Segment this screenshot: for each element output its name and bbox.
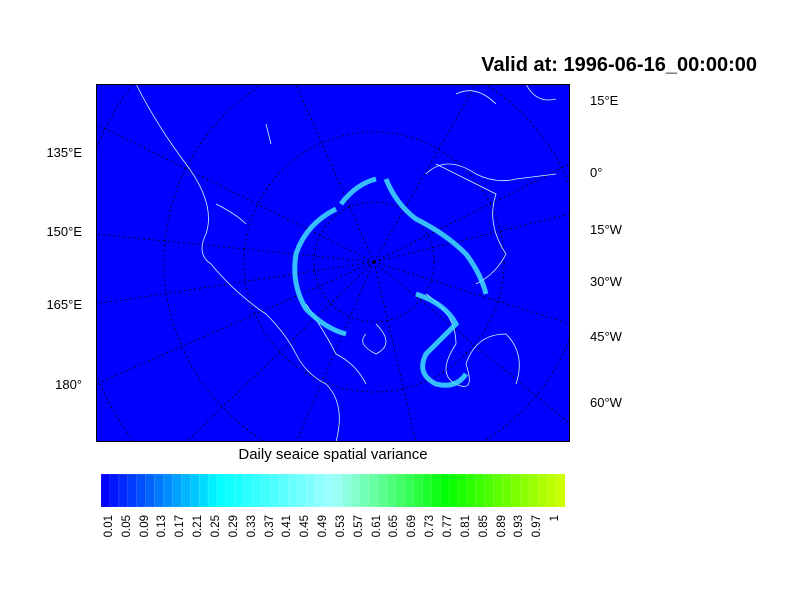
lon-label-right: 15°E — [590, 93, 619, 108]
colorbar-tick-label: 0.37 — [263, 515, 276, 538]
colorbar-box — [368, 474, 379, 507]
colorbar-tick-label: 0.41 — [281, 515, 294, 538]
colorbar-box — [546, 474, 557, 507]
colorbar-box — [457, 474, 468, 507]
colorbar-tick-label: 0.89 — [495, 515, 508, 538]
colorbar-box — [350, 474, 361, 507]
colorbar-box — [234, 474, 245, 507]
colorbar-tick-label: 0.81 — [459, 515, 472, 538]
colorbar-box — [323, 474, 334, 507]
colorbar-box — [101, 474, 111, 507]
coastlines — [135, 84, 557, 442]
colorbar-box — [520, 474, 530, 507]
colorbar-tick-label: 0.73 — [424, 515, 437, 538]
lon-label-right: 60°W — [590, 395, 622, 410]
colorbar-box — [207, 474, 218, 507]
lon-label-right: 30°W — [590, 274, 622, 289]
colorbar-box — [529, 474, 539, 507]
colorbar-tick-label: 0.17 — [174, 515, 187, 538]
colorbar-tick-label: 0.09 — [138, 515, 151, 538]
colorbar-box — [198, 474, 209, 507]
lon-label-left: 135°E — [46, 145, 82, 160]
colorbar-box — [511, 474, 521, 507]
colorbar-box — [386, 474, 397, 507]
colorbar-box — [109, 474, 120, 507]
colorbar-box — [288, 474, 298, 507]
colorbar-box — [359, 474, 370, 507]
colorbar-box — [555, 474, 565, 507]
sea-ice-edge — [292, 176, 489, 388]
colorbar-box — [181, 474, 191, 507]
valid-time-title: Valid at: 1996-06-16_00:00:00 — [481, 54, 757, 76]
colorbar-tick-label: 0.65 — [388, 515, 401, 538]
lon-label-right: 45°W — [590, 329, 622, 344]
colorbar-tick-label: 0.69 — [406, 515, 419, 538]
colorbar-box — [502, 474, 513, 507]
colorbar — [101, 474, 565, 507]
colorbar-box — [261, 474, 272, 507]
lon-label-right: 0° — [590, 165, 603, 180]
colorbar-tick-label: 0.45 — [299, 515, 312, 538]
colorbar-tick-label: 0.53 — [334, 515, 347, 538]
colorbar-box — [377, 474, 388, 507]
colorbar-box — [145, 474, 156, 507]
colorbar-box — [332, 474, 343, 507]
colorbar-box — [537, 474, 548, 507]
colorbar-box — [395, 474, 405, 507]
colorbar-box — [252, 474, 263, 507]
colorbar-tick-label: 0.85 — [477, 515, 490, 538]
colorbar-tick-label: 0.57 — [352, 515, 365, 538]
colorbar-box — [189, 474, 200, 507]
colorbar-box — [225, 474, 236, 507]
ocean-background — [96, 84, 570, 442]
colorbar-box — [448, 474, 459, 507]
colorbar-box — [413, 474, 423, 507]
colorbar-box — [421, 474, 432, 507]
colorbar-box — [163, 474, 173, 507]
graticule — [96, 84, 570, 442]
colorbar-tick-label: 0.21 — [192, 515, 205, 538]
colorbar-tick-label: 0.61 — [370, 515, 383, 538]
colorbar-tick-label: 0.49 — [317, 515, 330, 538]
colorbar-tick-label: 0.25 — [210, 515, 222, 538]
colorbar-tick-label: 0.01 — [102, 515, 115, 538]
map-frame — [96, 84, 570, 442]
colorbar-box — [404, 474, 414, 507]
colorbar-box — [136, 474, 147, 507]
colorbar-tick-label: 0.97 — [531, 515, 544, 538]
colorbar-box — [172, 474, 182, 507]
colorbar-box — [279, 474, 289, 507]
colorbar-box — [243, 474, 254, 507]
colorbar-tick-label: 0.33 — [245, 515, 258, 538]
colorbar-box — [127, 474, 138, 507]
colorbar-title: Daily seaice spatial variance — [238, 446, 428, 463]
colorbar-box — [297, 474, 307, 507]
colorbar-tick-label: 0.77 — [442, 515, 454, 538]
colorbar-box — [493, 474, 504, 507]
colorbar-tick-label: 0.93 — [513, 515, 526, 538]
lon-label-left: 165°E — [46, 297, 82, 312]
lon-label-left: 180° — [55, 377, 82, 392]
colorbar-box — [216, 474, 227, 507]
colorbar-box — [466, 474, 477, 507]
colorbar-tick-label: 0.29 — [227, 515, 240, 538]
lon-label-left: 150°E — [46, 224, 82, 239]
colorbar-box — [484, 474, 495, 507]
colorbar-box — [270, 474, 281, 507]
colorbar-tick-label: 1 — [549, 515, 562, 522]
colorbar-tick-label: 0.13 — [156, 515, 169, 538]
colorbar-box — [305, 474, 316, 507]
colorbar-box — [314, 474, 325, 507]
colorbar-box — [154, 474, 165, 507]
map-panel — [96, 84, 570, 442]
colorbar-box — [475, 474, 486, 507]
colorbar-box — [439, 474, 450, 507]
colorbar-box — [430, 474, 441, 507]
lon-label-right: 15°W — [590, 222, 622, 237]
colorbar-tick-label: 0.05 — [120, 515, 133, 538]
colorbar-box — [341, 474, 352, 507]
colorbar-box — [118, 474, 129, 507]
